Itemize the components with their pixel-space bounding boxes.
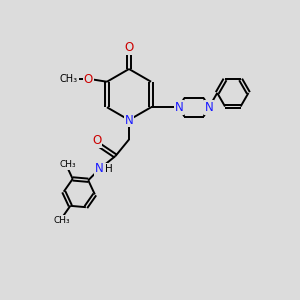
Text: CH₃: CH₃ [53, 216, 70, 225]
Text: CH₃: CH₃ [60, 160, 76, 169]
Text: N: N [124, 113, 134, 127]
Text: O: O [92, 134, 101, 148]
Text: O: O [124, 40, 134, 54]
Text: N: N [205, 101, 213, 114]
Text: N: N [175, 101, 183, 114]
Text: CH₃: CH₃ [60, 74, 78, 84]
Text: O: O [84, 73, 93, 86]
Text: H: H [105, 164, 113, 174]
Text: N: N [95, 162, 104, 175]
